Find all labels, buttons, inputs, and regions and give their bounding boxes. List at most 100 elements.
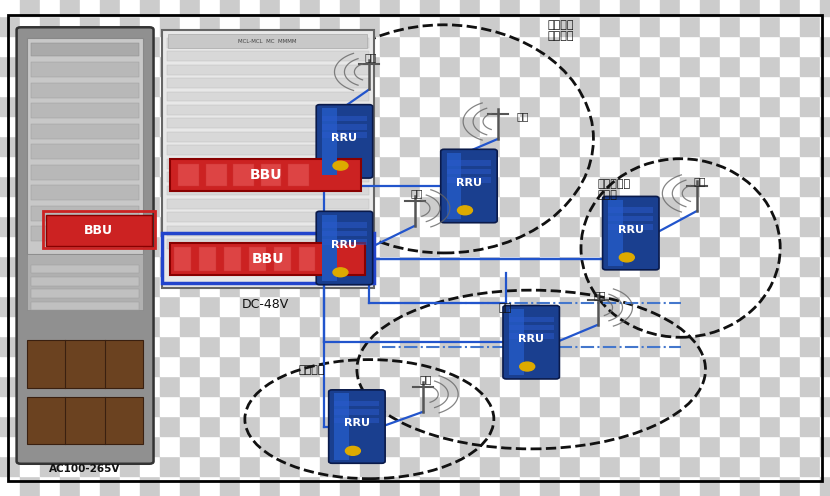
Bar [80,296,100,316]
Bar [560,196,580,216]
Bar [220,136,240,156]
Bar [420,316,440,336]
Bar [660,376,680,396]
Bar [720,356,740,376]
Bar [680,476,700,496]
Bar [334,409,379,415]
Bar [400,356,420,376]
Bar [400,476,420,496]
Bar [0,196,20,216]
Bar [100,276,120,296]
Bar [509,316,554,322]
Bar [200,176,220,196]
Bar [340,136,360,156]
Bar [560,176,580,196]
Bar [580,96,600,116]
Bar [820,136,830,156]
Bar [620,396,640,416]
Bar [100,356,120,376]
Bar [380,56,400,76]
Bar [560,416,580,436]
Bar [760,476,780,496]
FancyBboxPatch shape [503,306,559,379]
Bar [620,136,640,156]
Bar [160,56,180,76]
Bar [320,196,340,216]
Bar [500,36,520,56]
Bar [800,416,820,436]
Bar [260,116,280,136]
Bar [520,256,540,276]
Bar [680,36,700,56]
Bar [400,156,420,176]
Bar [320,176,340,196]
Bar [300,156,320,176]
Bar [160,396,180,416]
Bar [760,176,780,196]
Bar [0,0,20,16]
Bar [480,116,500,136]
Bar [160,96,180,116]
Bar [480,176,500,196]
Bar [520,356,540,376]
Bar [167,105,369,115]
Bar [420,116,440,136]
Bar [340,476,360,496]
Bar [380,336,400,356]
Bar [334,418,379,423]
Circle shape [520,362,535,371]
Bar [100,336,120,356]
Bar [700,296,720,316]
Bar [820,96,830,116]
Bar [380,416,400,436]
Bar [700,16,720,36]
Bar [380,156,400,176]
Bar [420,276,440,296]
Bar [608,216,653,221]
Bar [660,456,680,476]
Bar [420,336,440,356]
Bar [340,416,360,436]
Bar [820,156,830,176]
Bar [360,356,380,376]
Bar [170,243,365,275]
Bar [400,416,420,436]
Bar [380,276,400,296]
Bar [200,16,220,36]
Bar [320,156,340,176]
Bar [0,396,20,416]
Bar [760,116,780,136]
Bar [100,416,120,436]
Bar [320,376,340,396]
Bar [200,296,220,316]
Bar [240,336,260,356]
Bar [720,236,740,256]
Bar [120,76,140,96]
Bar [460,36,480,56]
Bar [180,76,200,96]
Bar [0,376,20,396]
Bar [120,56,140,76]
Bar [360,236,380,256]
Bar [560,256,580,276]
Bar [800,36,820,56]
Bar [31,103,139,118]
Bar [360,56,380,76]
Bar [160,136,180,156]
Bar [200,116,220,136]
Bar [640,296,660,316]
Bar [780,276,800,296]
Bar [780,36,800,56]
Bar [40,456,60,476]
Bar [540,336,560,356]
Bar [440,436,460,456]
Bar [800,256,820,276]
Bar [820,456,830,476]
Bar [540,256,560,276]
Bar [322,116,367,121]
Bar [167,226,369,236]
Bar [760,36,780,56]
Bar [640,16,660,36]
Bar [700,96,720,116]
Bar [160,336,180,356]
